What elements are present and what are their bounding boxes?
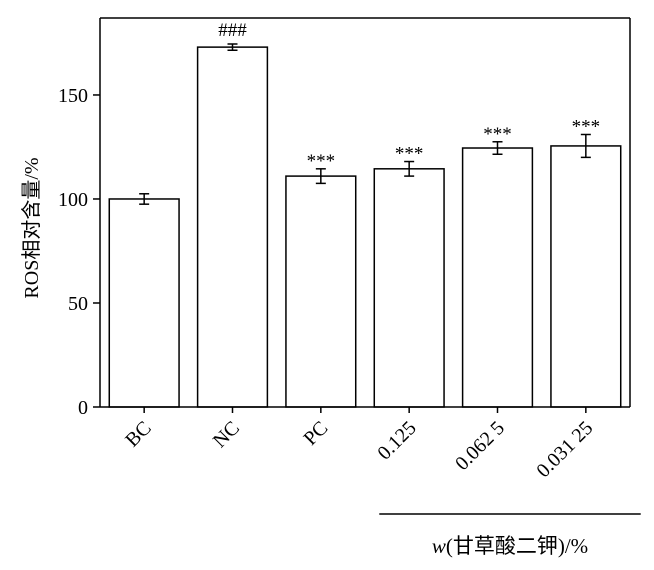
group-title-text: (甘草酸二钾)/%: [446, 534, 588, 558]
bars: ### *** *** *** ***: [108, 20, 622, 408]
y-axis-title: ROS相对含量/%: [20, 157, 43, 298]
y-axis: 0 50 100 150: [58, 17, 631, 419]
y-tick-label: 100: [58, 189, 88, 211]
x-tick-label: PC: [300, 417, 333, 450]
significance-label: ***: [307, 151, 336, 172]
group-title: w(甘草酸二钾)/%: [432, 534, 588, 558]
x-tick-label: BC: [121, 417, 155, 451]
x-axis: BC NC PC 0.125 0.062 5 0.031 25: [100, 406, 630, 482]
significance-label: ***: [483, 124, 512, 145]
y-tick-label: 150: [58, 85, 88, 107]
significance-label: ***: [572, 116, 601, 137]
y-tick-label: 0: [78, 397, 88, 419]
significance-label: ###: [218, 20, 247, 41]
bar-PC: [285, 175, 357, 408]
x-tick-label: 0.062 5: [451, 417, 509, 475]
bar-0-031-25: [550, 145, 622, 408]
bar-BC: [108, 198, 180, 408]
x-tick-label: 0.031 25: [532, 417, 597, 482]
y-tick-label: 50: [68, 293, 88, 315]
x-tick-label: NC: [209, 417, 244, 452]
x-tick-label: 0.125: [373, 417, 420, 464]
group-title-prefix: w: [432, 534, 446, 558]
bar-NC: [196, 46, 269, 408]
bar-0-062-5: [461, 147, 534, 408]
significance-label: ***: [395, 144, 424, 165]
bar-0-125: [373, 168, 445, 408]
